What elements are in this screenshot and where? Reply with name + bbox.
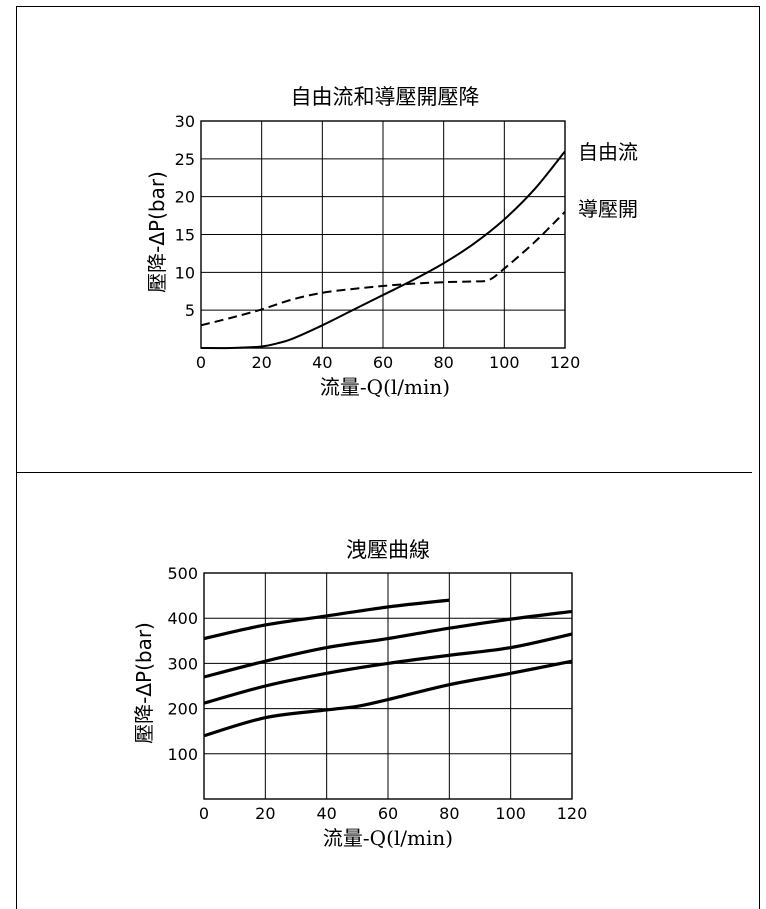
series-line-1 (200, 150, 566, 350)
x-tick-label: 40 (316, 804, 336, 823)
x-tick-label: 120 (550, 353, 581, 372)
x-tick-label: 40 (312, 353, 332, 372)
x-tick-label: 0 (199, 804, 209, 823)
x-tick-label: 100 (489, 353, 520, 372)
y-tick-label: 300 (167, 654, 198, 673)
series-line-2 (203, 609, 573, 679)
series-line-4 (203, 659, 573, 738)
y-tick-label: 15 (175, 226, 195, 245)
y-axis-label: 壓降-ΔP(bar) (132, 622, 156, 744)
series-label-free-flow: 自由流 (578, 140, 638, 164)
x-tick-label: 120 (557, 804, 588, 823)
x-tick-label: 60 (378, 804, 398, 823)
chart-title: 洩壓曲線 (346, 538, 430, 562)
chart-pressure-drop: 自由流和導壓開壓降 0 20 40 60 80 100 120 5 10 15 20 25 30 流量-… (145, 85, 638, 399)
chart-title: 自由流和導壓開壓降 (291, 85, 480, 109)
x-tick-label: 80 (439, 804, 459, 823)
y-tick-label: 25 (175, 150, 195, 169)
x-tick-label: 80 (433, 353, 453, 372)
figure-frame (16, 6, 760, 909)
y-tick-label: 5 (185, 301, 195, 320)
section-divider (16, 472, 752, 473)
plot-border (200, 120, 566, 349)
series-line-3 (203, 632, 573, 705)
x-tick-label: 100 (495, 804, 526, 823)
series-label-pilot-open: 導壓開 (578, 197, 638, 221)
y-axis-label: 壓降-ΔP(bar) (145, 171, 169, 293)
x-tick-label: 60 (373, 353, 393, 372)
series-line-1 (203, 598, 450, 641)
x-axis-label: 流量-Q(l/min) (320, 375, 450, 399)
y-tick-label: 400 (167, 609, 198, 628)
y-tick-label: 10 (175, 263, 195, 282)
x-axis-label: 流量-Q(l/min) (323, 826, 453, 850)
x-tick-label: 20 (251, 353, 271, 372)
x-tick-label: 0 (196, 353, 206, 372)
y-tick-label: 20 (175, 188, 195, 207)
y-tick-label: 500 (167, 564, 198, 583)
y-tick-label: 200 (167, 700, 198, 719)
y-tick-label: 100 (167, 745, 198, 764)
series-line-2 (200, 211, 566, 327)
y-tick-label: 30 (175, 112, 195, 131)
x-tick-label: 20 (255, 804, 275, 823)
plot-border (203, 572, 573, 800)
